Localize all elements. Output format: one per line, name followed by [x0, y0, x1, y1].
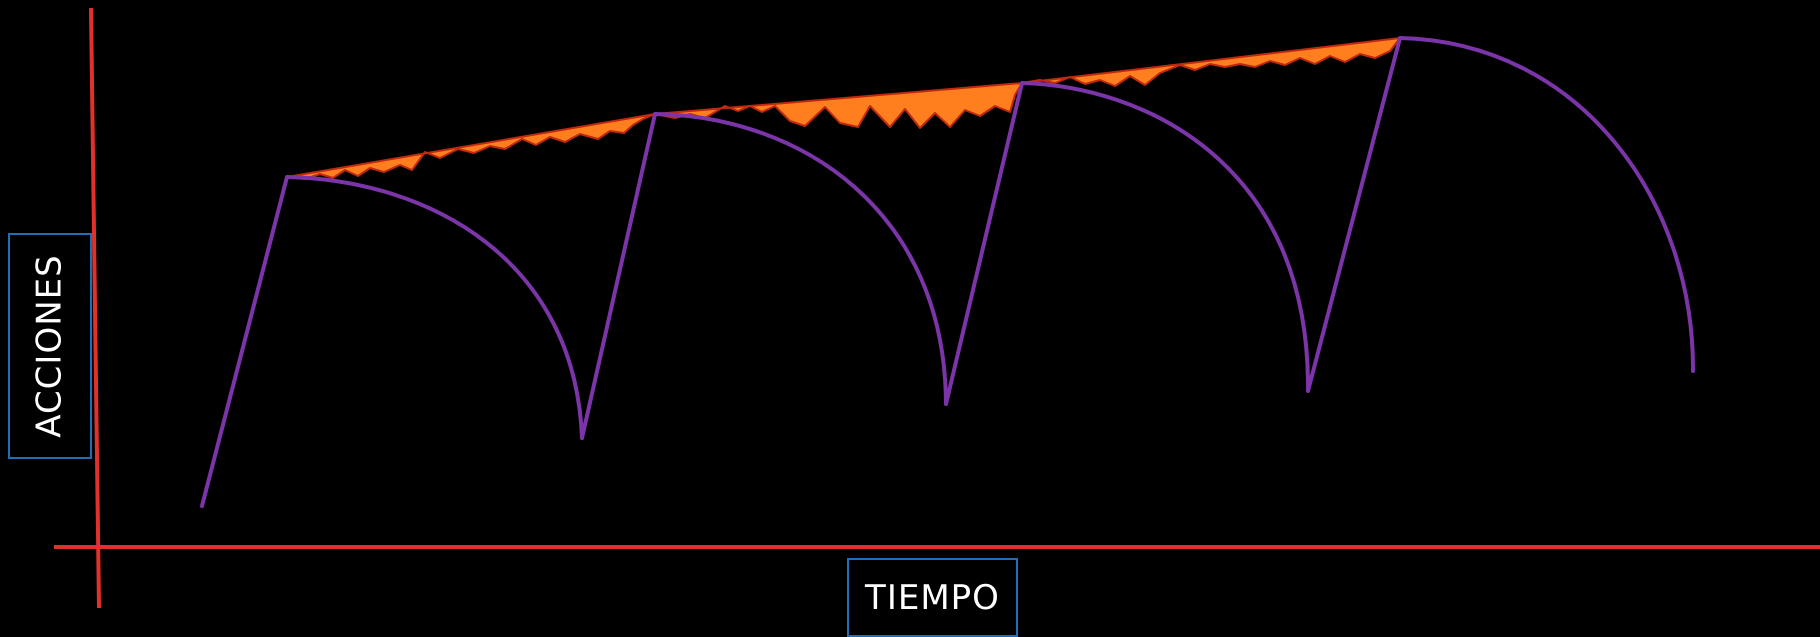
gap-fill-2 — [654, 82, 1023, 129]
curve-path — [200, 36, 1696, 508]
y-axis-label: ACCIONES — [30, 254, 70, 438]
gap-fill-1 — [286, 113, 656, 180]
y-axis-label-box: ACCIONES — [8, 233, 92, 459]
y-axis — [89, 7, 101, 609]
x-axis-label: TIEMPO — [865, 577, 1000, 618]
x-axis-label-box: TIEMPO — [847, 558, 1018, 637]
gap-fill-3 — [1021, 37, 1401, 87]
